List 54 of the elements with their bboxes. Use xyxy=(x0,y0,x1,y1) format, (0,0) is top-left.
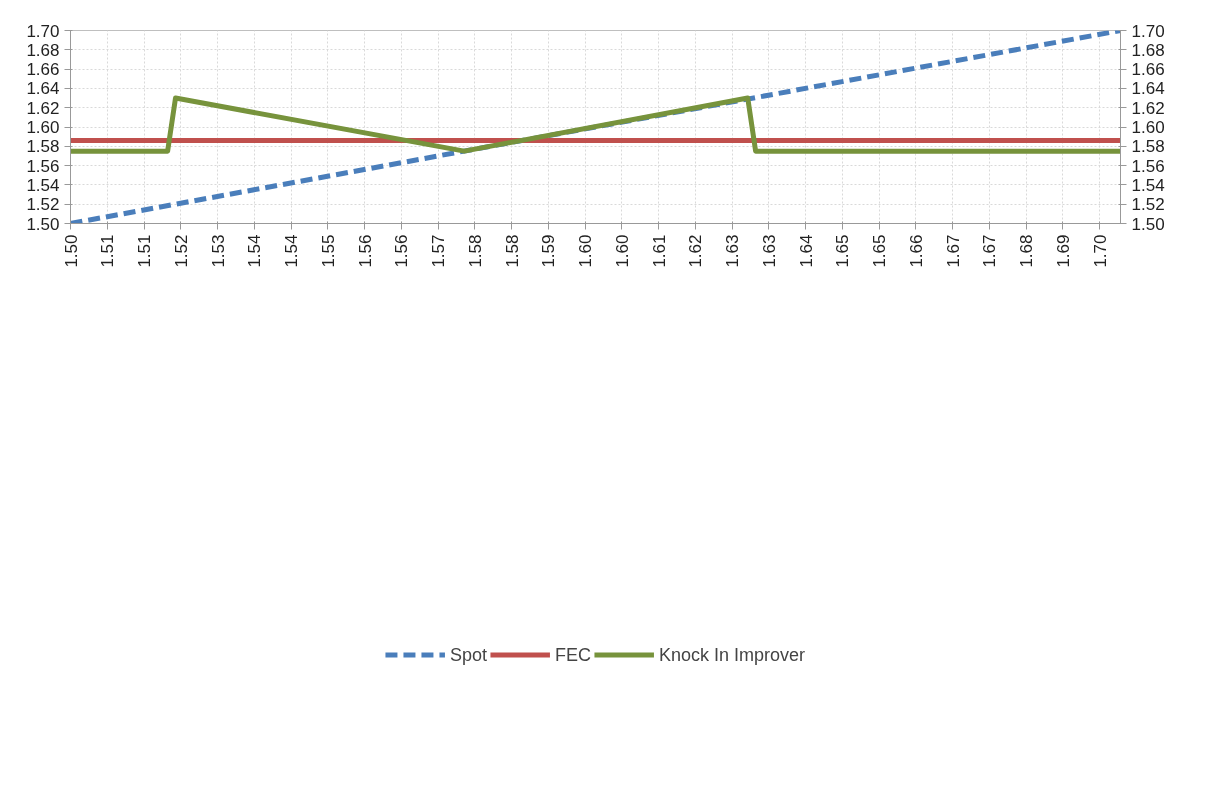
y-tick-label: 1.66 xyxy=(26,60,60,80)
x-tick-label: 1.51 xyxy=(98,234,118,268)
x-tick-label: 1.63 xyxy=(759,234,779,268)
x-tick-label: 1.58 xyxy=(502,234,522,268)
x-tick-label: 1.60 xyxy=(612,234,632,268)
x-tick-label: 1.58 xyxy=(465,234,485,268)
y2-tick-label: 1.68 xyxy=(1131,40,1165,60)
y2-tick-label: 1.64 xyxy=(1131,79,1165,99)
x-tick-label: 1.57 xyxy=(429,234,448,268)
y-tick-label: 1.62 xyxy=(26,98,60,118)
x-tick-label: 1.55 xyxy=(318,234,338,268)
y-tick-label: 1.54 xyxy=(26,175,60,195)
y2-tick-label: 1.56 xyxy=(1131,156,1165,176)
x-tick-label: 1.65 xyxy=(833,234,853,268)
y-tick-label: 1.52 xyxy=(26,195,60,215)
x-tick-label: 1.56 xyxy=(355,234,375,268)
x-tick-label: 1.59 xyxy=(539,234,559,268)
y2-tick-label: 1.66 xyxy=(1131,60,1165,80)
y2-tick-label: 1.62 xyxy=(1131,98,1165,118)
x-tick-label: 1.67 xyxy=(980,234,1000,268)
legend-label: Knock In Improver xyxy=(658,644,806,666)
y2-tick-label: 1.60 xyxy=(1131,118,1165,137)
y2-tick-label: 1.70 xyxy=(1131,21,1165,41)
legend-label: Spot xyxy=(449,644,487,666)
x-tick-label: 1.64 xyxy=(796,234,816,268)
y-tick-label: 1.60 xyxy=(26,118,60,137)
x-tick-label: 1.54 xyxy=(282,234,301,268)
y2-tick-label: 1.58 xyxy=(1131,137,1165,157)
x-tick-label: 1.66 xyxy=(906,234,926,268)
y-tick-label: 1.58 xyxy=(26,137,60,157)
y-tick-label: 1.50 xyxy=(26,214,60,234)
y-tick-label: 1.68 xyxy=(26,40,60,60)
x-tick-label: 1.60 xyxy=(576,234,595,268)
x-tick-label: 1.67 xyxy=(943,234,963,268)
y-tick-label: 1.64 xyxy=(26,79,60,99)
x-tick-label: 1.62 xyxy=(686,234,706,268)
y2-tick-label: 1.52 xyxy=(1131,195,1165,215)
x-tick-label: 1.69 xyxy=(1053,234,1073,268)
x-tick-label: 1.53 xyxy=(208,234,228,268)
x-tick-label: 1.68 xyxy=(1017,234,1036,268)
x-tick-label: 1.56 xyxy=(392,234,412,268)
y-tick-label: 1.70 xyxy=(26,21,60,41)
x-tick-label: 1.54 xyxy=(245,234,265,268)
y-tick-label: 1.56 xyxy=(26,156,60,176)
legend-label: FEC xyxy=(554,644,591,666)
x-tick-label: 1.52 xyxy=(171,234,191,268)
y2-tick-label: 1.54 xyxy=(1131,175,1165,195)
x-tick-label: 1.51 xyxy=(135,234,154,268)
y2-tick-label: 1.50 xyxy=(1131,214,1165,234)
x-tick-label: 1.65 xyxy=(870,234,889,268)
x-tick-label: 1.61 xyxy=(649,234,669,268)
x-tick-label: 1.70 xyxy=(1090,234,1110,268)
x-tick-label: 1.50 xyxy=(61,234,81,268)
x-tick-label: 1.63 xyxy=(723,234,742,268)
